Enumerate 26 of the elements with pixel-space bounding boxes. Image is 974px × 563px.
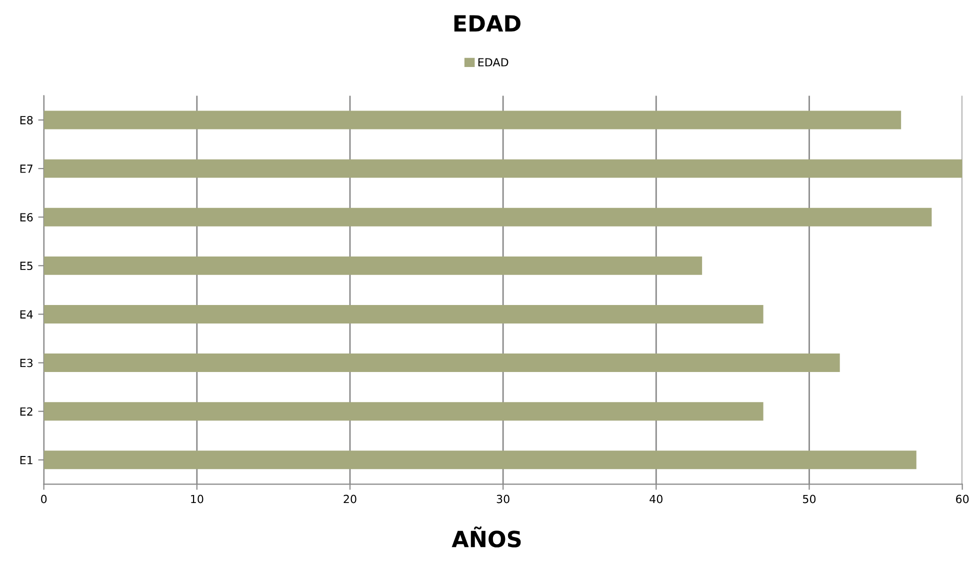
y-tick-label: E6 [20, 213, 33, 222]
x-tick-label: 60 [956, 494, 969, 504]
x-tick-label: 30 [496, 494, 510, 504]
legend-label: EDAD [478, 58, 508, 66]
chart-title: EDAD [454, 15, 520, 32]
bar [44, 208, 932, 226]
bar [44, 450, 916, 470]
y-tick-label: E3 [20, 358, 33, 368]
y-tick-label: E8 [20, 116, 33, 124]
bar [44, 305, 764, 324]
x-tick-label: 50 [803, 494, 816, 504]
y-tick-label: E5 [20, 262, 32, 270]
x-tick-label: 10 [191, 494, 204, 504]
x-tick-label: 20 [344, 494, 356, 504]
y-tick-label: E2 [20, 407, 32, 416]
x-tick-label: 40 [650, 494, 662, 504]
y-tick-label: E1 [20, 456, 32, 464]
bar [44, 402, 764, 421]
y-tick-label: E4 [20, 310, 33, 318]
bar [44, 159, 962, 178]
y-tick-label: E7 [20, 164, 32, 173]
bar [44, 256, 702, 275]
bar [44, 110, 902, 130]
x-axis-title: AÑOS [452, 526, 521, 548]
x-tick-label: 0 [41, 494, 47, 504]
bar [44, 354, 840, 372]
